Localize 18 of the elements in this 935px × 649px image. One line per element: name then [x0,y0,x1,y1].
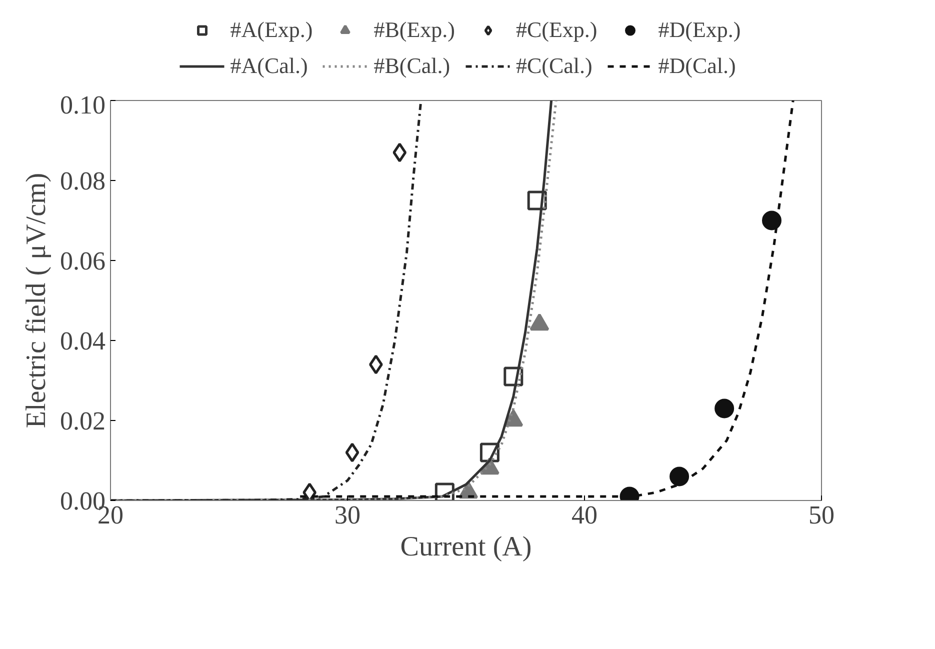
x-tick-label: 40 [572,500,598,530]
legend-label: #B(Exp.) [374,16,455,42]
y-tick-label: 0.06 [60,246,106,276]
y-tick-label: 0.04 [60,326,106,356]
legend-label: #C(Cal.) [516,52,592,78]
x-tick-label: 30 [334,500,360,530]
x-tick-label: 50 [808,500,834,530]
legend-label: #A(Exp.) [230,16,313,42]
legend-label: #D(Exp.) [658,16,741,42]
y-tick-label: 0.08 [60,166,106,196]
y-tick-label: 0.02 [60,406,106,436]
legend-label: #B(Cal.) [374,52,450,78]
y-axis-title: Electric field ( μV/cm) [21,172,52,428]
y-tick-label: 0.10 [60,90,106,120]
legend-label: #A(Cal.) [230,52,308,78]
legend-label: #D(Cal.) [658,52,736,78]
legend-label: #C(Exp.) [516,16,598,42]
x-axis-title: Current (A) [400,532,532,562]
